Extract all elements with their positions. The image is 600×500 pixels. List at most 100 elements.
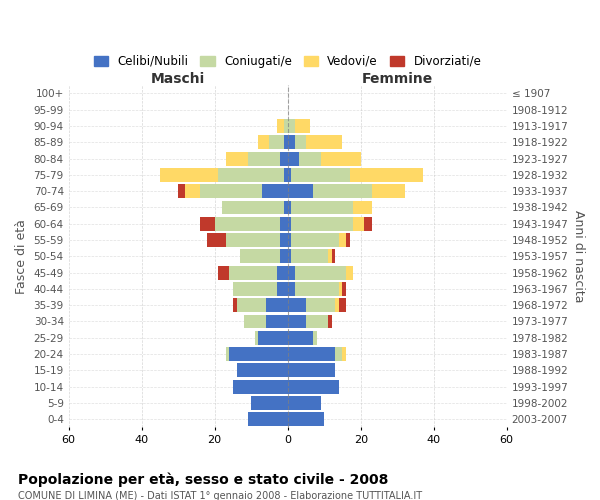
Bar	[364, 217, 371, 230]
Bar	[292, 233, 339, 247]
Bar	[251, 396, 287, 410]
Bar	[339, 298, 346, 312]
Bar	[331, 250, 335, 264]
Bar	[335, 347, 343, 361]
Bar	[233, 298, 236, 312]
Bar	[295, 119, 310, 133]
Bar	[287, 168, 292, 182]
Bar	[266, 298, 287, 312]
Bar	[343, 282, 346, 296]
Bar	[226, 233, 280, 247]
Bar	[244, 314, 266, 328]
Bar	[284, 119, 287, 133]
Bar	[226, 347, 229, 361]
Bar	[248, 152, 280, 166]
Bar	[226, 152, 248, 166]
Bar	[259, 136, 269, 149]
Bar	[284, 200, 287, 214]
Bar	[287, 347, 335, 361]
Bar	[287, 331, 313, 344]
Bar	[292, 217, 353, 230]
Y-axis label: Fasce di età: Fasce di età	[15, 219, 28, 294]
Bar	[259, 331, 287, 344]
Bar	[229, 266, 277, 280]
Bar	[208, 233, 226, 247]
Bar	[229, 347, 287, 361]
Bar	[277, 282, 287, 296]
Bar	[284, 168, 287, 182]
Bar	[346, 266, 353, 280]
Bar	[328, 314, 332, 328]
Bar	[371, 184, 404, 198]
Bar	[287, 136, 295, 149]
Bar	[306, 136, 343, 149]
Bar	[287, 184, 313, 198]
Bar	[277, 119, 284, 133]
Bar	[287, 314, 306, 328]
Bar	[255, 331, 259, 344]
Bar	[218, 266, 229, 280]
Bar	[350, 168, 423, 182]
Bar	[248, 412, 287, 426]
Bar	[306, 298, 335, 312]
Bar	[287, 282, 295, 296]
Bar	[292, 168, 350, 182]
Bar	[215, 217, 280, 230]
Bar	[280, 217, 287, 230]
Text: Popolazione per età, sesso e stato civile - 2008: Popolazione per età, sesso e stato civil…	[18, 472, 388, 487]
Bar	[185, 184, 200, 198]
Bar	[266, 314, 287, 328]
Text: Femmine: Femmine	[362, 72, 433, 86]
Legend: Celibi/Nubili, Coniugati/e, Vedovi/e, Divorziati/e: Celibi/Nubili, Coniugati/e, Vedovi/e, Di…	[89, 50, 486, 72]
Bar	[287, 233, 292, 247]
Bar	[287, 298, 306, 312]
Bar	[287, 119, 295, 133]
Bar	[287, 412, 324, 426]
Bar	[262, 184, 287, 198]
Bar	[313, 331, 317, 344]
Bar	[200, 217, 215, 230]
Bar	[218, 168, 284, 182]
Bar	[320, 152, 361, 166]
Bar	[313, 184, 371, 198]
Bar	[287, 217, 292, 230]
Bar	[287, 380, 339, 394]
Bar	[178, 184, 185, 198]
Bar	[287, 396, 320, 410]
Bar	[295, 136, 306, 149]
Bar	[280, 233, 287, 247]
Bar	[353, 217, 364, 230]
Bar	[233, 282, 277, 296]
Bar	[222, 200, 284, 214]
Bar	[292, 250, 328, 264]
Bar	[236, 298, 266, 312]
Bar	[277, 266, 287, 280]
Bar	[240, 250, 280, 264]
Bar	[299, 152, 320, 166]
Bar	[236, 364, 287, 378]
Bar	[280, 250, 287, 264]
Bar	[353, 200, 371, 214]
Bar	[295, 282, 339, 296]
Bar	[328, 250, 332, 264]
Bar	[335, 298, 339, 312]
Text: Maschi: Maschi	[151, 72, 205, 86]
Text: COMUNE DI LIMINA (ME) - Dati ISTAT 1° gennaio 2008 - Elaborazione TUTTITALIA.IT: COMUNE DI LIMINA (ME) - Dati ISTAT 1° ge…	[18, 491, 422, 500]
Bar	[287, 152, 299, 166]
Y-axis label: Anni di nascita: Anni di nascita	[572, 210, 585, 302]
Bar	[287, 266, 295, 280]
Bar	[343, 347, 346, 361]
Bar	[200, 184, 262, 198]
Bar	[339, 282, 343, 296]
Bar	[339, 233, 346, 247]
Bar	[287, 364, 335, 378]
Bar	[295, 266, 346, 280]
Bar	[269, 136, 284, 149]
Bar	[280, 152, 287, 166]
Bar	[284, 136, 287, 149]
Bar	[346, 233, 350, 247]
Bar	[292, 200, 353, 214]
Bar	[287, 200, 292, 214]
Bar	[233, 380, 287, 394]
Bar	[160, 168, 218, 182]
